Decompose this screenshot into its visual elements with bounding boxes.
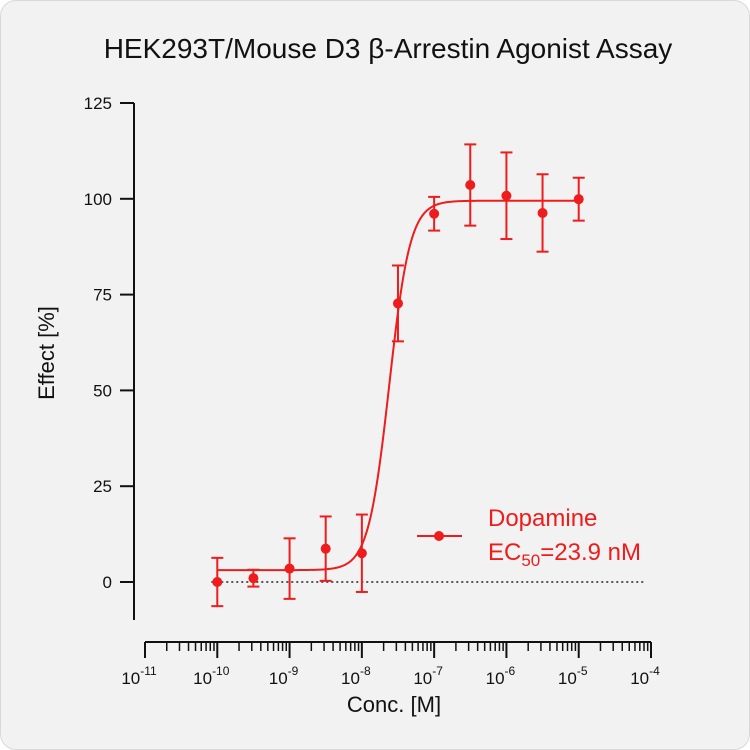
data-point xyxy=(284,563,295,574)
data-point xyxy=(212,577,223,587)
y-tick-label: 0 xyxy=(103,573,112,592)
plot-area xyxy=(211,143,646,608)
legend-marker xyxy=(434,531,444,541)
x-tick-label: 10-11 xyxy=(121,664,157,688)
y-tick-label: 75 xyxy=(93,286,112,305)
legend-series-name: Dopamine xyxy=(488,505,597,532)
data-point xyxy=(320,543,331,554)
data-point xyxy=(537,207,548,218)
y-axis: 0 25 50 75 100 125 xyxy=(84,94,135,620)
x-tick-label: 10-10 xyxy=(193,664,230,688)
legend-ec50: EC50=23.9 nM xyxy=(488,539,641,570)
y-tick-label: 125 xyxy=(84,94,112,113)
data-point xyxy=(501,190,512,201)
x-tick-label: 10-7 xyxy=(413,664,443,688)
x-tick-label: 10-5 xyxy=(558,664,588,688)
x-tick-label: 10-8 xyxy=(341,664,371,688)
data-point xyxy=(429,208,440,219)
y-tick-label: 50 xyxy=(93,381,112,400)
x-tick-label: 10-9 xyxy=(269,664,299,688)
data-point xyxy=(356,548,367,559)
y-tick-label: 25 xyxy=(93,477,112,496)
x-tick-label: 10-6 xyxy=(486,664,516,688)
data-point xyxy=(465,180,476,191)
x-tick-label: 10-4 xyxy=(630,664,660,688)
legend: Dopamine EC50=23.9 nM xyxy=(417,505,641,570)
y-tick-label: 100 xyxy=(84,190,112,209)
data-point xyxy=(573,194,584,205)
x-axis: 10-11 10-10 10-9 10-8 10-7 10-6 10-5 10-4 xyxy=(121,641,660,688)
x-axis-label: Conc. [M] xyxy=(347,692,441,717)
chart-title: HEK293T/Mouse D3 β-Arrestin Agonist Assa… xyxy=(104,33,673,64)
y-axis-label: Effect [%] xyxy=(34,306,59,400)
data-point xyxy=(392,298,403,309)
data-point xyxy=(248,573,259,584)
